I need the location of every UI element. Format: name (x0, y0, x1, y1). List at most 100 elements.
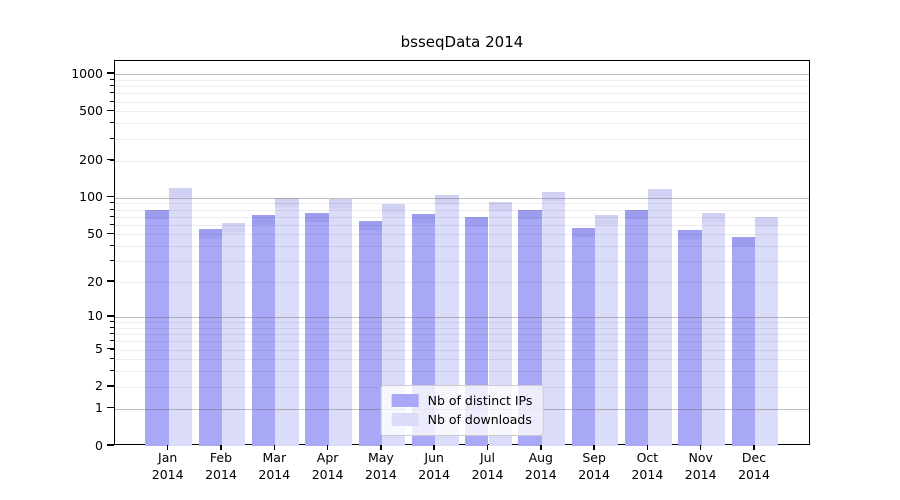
gridline-minor (115, 224, 809, 226)
x-tick-label: Feb 2014 (205, 450, 237, 482)
bar-downloads-jun (435, 194, 459, 446)
gridline-minor (115, 341, 809, 343)
y-minor-tick-mark (110, 100, 114, 102)
legend-label-downloads: Nb of downloads (427, 412, 532, 427)
y-minor-tick-mark (110, 358, 114, 360)
bar-distinct-ips-dec (731, 236, 755, 446)
x-tick-mark (486, 445, 489, 450)
x-tick-mark (699, 445, 702, 450)
x-tick-label: Sep 2014 (578, 450, 610, 482)
y-minor-tick-mark (110, 370, 114, 372)
x-tick-label: May 2014 (364, 450, 397, 482)
bar-distinct-ips-apr (305, 212, 329, 446)
bar-downloads-aug (541, 192, 566, 446)
gridline-major (115, 197, 809, 199)
y-minor-tick-mark (110, 159, 114, 161)
y-tick-mark (107, 315, 114, 317)
y-minor-tick-mark (110, 385, 114, 387)
y-minor-tick-mark (110, 85, 114, 87)
y-minor-tick-mark (110, 260, 114, 262)
bar-distinct-ips-oct (625, 209, 649, 446)
x-tick-mark (220, 445, 222, 450)
x-tick-mark (593, 445, 595, 450)
gridline-minor (115, 160, 809, 162)
y-minor-tick-mark (110, 233, 114, 235)
x-tick-label: Jul 2014 (471, 450, 504, 482)
bar-downloads-feb (222, 223, 246, 446)
x-tick-mark (753, 445, 755, 450)
bar-downloads-mar (275, 198, 299, 446)
gridline-minor (115, 234, 809, 236)
gridline-minor (115, 111, 809, 113)
gridline-minor (115, 334, 809, 336)
y-tick-mark (107, 444, 114, 446)
bar-downloads-dec (755, 216, 779, 446)
chart-title: bsseqData 2014 (400, 33, 524, 51)
gridline-minor (115, 261, 809, 263)
y-minor-tick-mark (110, 137, 114, 139)
bar-downloads-oct (648, 189, 672, 446)
y-tick-label: 200 (79, 152, 103, 168)
bar-distinct-ips-may (358, 220, 382, 446)
y-tick-label: 20 (87, 273, 103, 289)
plot-area: Nb of distinct IPs Nb of downloads (114, 60, 810, 446)
x-tick-mark (326, 445, 329, 450)
legend-swatch-downloads (391, 413, 419, 426)
gridline-major (115, 316, 809, 318)
y-minor-tick-mark (110, 110, 114, 112)
y-tick-mark (107, 195, 114, 198)
gridline-minor (115, 86, 809, 88)
bar-downloads-jul (488, 201, 512, 446)
x-tick-mark (380, 445, 382, 450)
legend: Nb of distinct IPs Nb of downloads (380, 385, 544, 436)
x-tick-label: Mar 2014 (258, 450, 291, 482)
y-minor-tick-mark (110, 202, 114, 204)
gridline-minor (115, 327, 809, 329)
legend-row-distinct-ips: Nb of distinct IPs (391, 391, 533, 410)
gridline-minor (115, 282, 809, 284)
x-tick-label: Nov 2014 (684, 450, 717, 482)
gridline-major (115, 74, 809, 76)
bar-downloads-jan (168, 187, 193, 446)
x-tick-label: Dec 2014 (738, 450, 770, 482)
y-minor-tick-mark (110, 321, 114, 323)
x-tick-label: Apr 2014 (311, 450, 344, 482)
y-minor-tick-mark (110, 333, 114, 335)
x-tick-label: Oct 2014 (631, 450, 664, 482)
bar-downloads-sep (595, 215, 619, 446)
y-minor-tick-mark (110, 208, 114, 210)
gridline-minor (115, 138, 809, 140)
gridline-minor (115, 349, 809, 351)
bar-downloads-apr (328, 199, 352, 446)
gridline-minor (115, 123, 809, 125)
x-tick-label: Aug 2014 (524, 450, 557, 482)
y-minor-tick-mark (110, 326, 114, 328)
x-tick-mark (166, 445, 169, 450)
y-minor-tick-mark (110, 215, 114, 217)
y-tick-label: 1 (95, 400, 103, 416)
gridline-minor (115, 371, 809, 373)
y-tick-label: 50 (87, 225, 103, 241)
bar-distinct-ips-mar (251, 215, 276, 446)
y-tick-label: 2 (95, 378, 103, 394)
legend-swatch-distinct-ips (391, 394, 419, 407)
y-tick-label: 100 (79, 189, 103, 205)
y-minor-tick-mark (110, 78, 114, 80)
y-minor-tick-mark (110, 245, 114, 247)
bar-distinct-ips-nov (678, 230, 702, 446)
bar-distinct-ips-sep (571, 227, 596, 446)
bar-downloads-nov (701, 212, 726, 446)
x-tick-label: Jan 2014 (151, 450, 184, 482)
y-minor-tick-mark (110, 92, 114, 94)
gridline-minor (115, 101, 809, 103)
y-minor-tick-mark (110, 348, 114, 350)
legend-label-distinct-ips: Nb of distinct IPs (427, 393, 533, 408)
x-tick-mark (540, 445, 542, 450)
legend-row-downloads: Nb of downloads (391, 410, 533, 429)
x-tick-label: Jun 2014 (418, 450, 451, 482)
y-minor-tick-mark (110, 340, 114, 342)
y-minor-tick-mark (110, 281, 114, 283)
y-tick-label: 5 (95, 341, 103, 357)
y-tick-label: 1000 (71, 65, 103, 81)
